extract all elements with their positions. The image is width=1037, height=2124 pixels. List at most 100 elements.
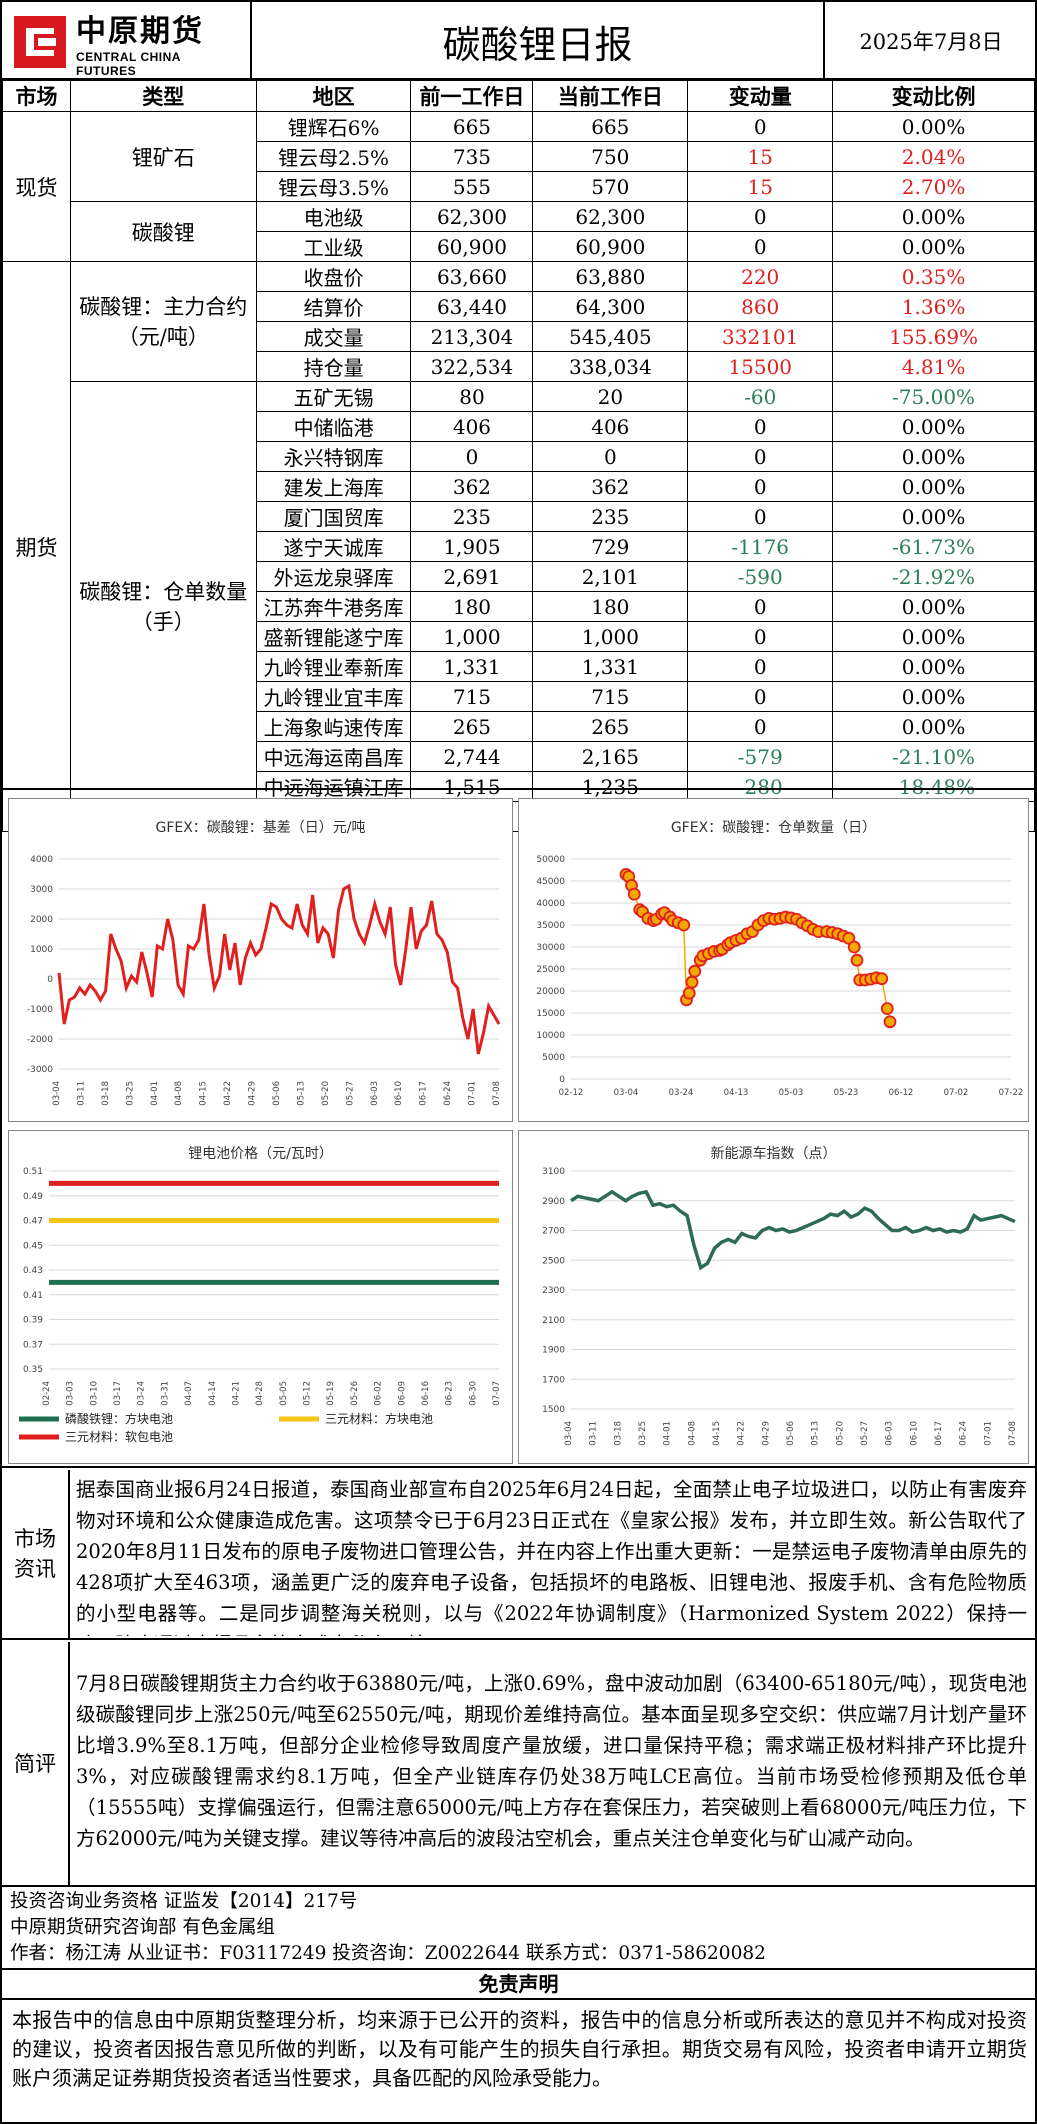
row-name: 成交量: [255, 321, 412, 352]
y-tick-label: 20000: [536, 987, 565, 997]
y-tick-label: 0.37: [23, 1340, 43, 1350]
change-pct: 4.81%: [832, 351, 1035, 382]
change-value: 0: [687, 471, 834, 502]
y-tick-label: 10000: [536, 1031, 565, 1041]
change-value: -590: [687, 561, 834, 592]
table-row: 九岭锂业宜丰库 715 715 0 0.00%: [3, 681, 1035, 712]
y-tick-label: 35000: [536, 921, 565, 931]
x-tick-label: 05-20: [321, 1081, 331, 1106]
x-tick-label: 06-24: [443, 1081, 453, 1106]
curr-value: 406: [532, 411, 689, 442]
row-name: 上海象屿速传库: [255, 711, 412, 742]
ore-type-label: 锂矿石: [69, 111, 257, 202]
x-tick-label: 07-22: [999, 1088, 1024, 1098]
y-tick-label: 30000: [536, 943, 565, 953]
prev-value: 555: [410, 171, 534, 202]
column-header: 变动量: [687, 80, 834, 112]
row-name: 收盘价: [255, 261, 412, 292]
curr-value: 265: [532, 711, 689, 742]
warrant-point: [688, 964, 702, 978]
x-tick-label: 06-16: [421, 1381, 431, 1406]
y-tick-label: 25000: [536, 965, 565, 975]
nev-index-chart-svg: 1500 1700 1900 2100 2300 2500 2700 2900 3100 03-0…: [542, 1167, 1018, 1446]
prev-value: 63,660: [410, 261, 534, 292]
y-tick-label: 0.41: [23, 1291, 43, 1301]
x-tick-label: 07-07: [492, 1381, 502, 1406]
y-tick-label: 2700: [542, 1227, 565, 1237]
change-pct: 0.00%: [832, 591, 1035, 622]
price-table: 市场 类型 地区 前一工作日 当前工作日 变动量 变动比例 现货 锂矿石 锂辉石6% 665 665 0…: [2, 80, 1035, 832]
y-tick-label: 2100: [542, 1316, 565, 1326]
change-pct: -21.10%: [832, 741, 1035, 772]
row-name: 厦门国贸库: [255, 501, 412, 532]
review-section: 简评 7月8日碳酸锂期货主力合约收于63880元/吨，上涨0.69%，盘中波动加…: [2, 1642, 1035, 1887]
logo-english-text: CENTRAL CHINA FUTURES: [76, 50, 181, 78]
basis-series-line: [57, 883, 501, 1055]
x-tick-label: 03-18: [613, 1421, 623, 1446]
charts-section: GFEX：碳酸锂：基差（日）元/吨 -3000 -2000 -1000 0 1000 20…: [2, 788, 1035, 1468]
row-name: 锂云母3.5%: [255, 171, 412, 202]
change-value: 15500: [687, 351, 834, 382]
change-pct: -21.92%: [832, 561, 1035, 592]
x-tick-label: 04-13: [724, 1088, 749, 1098]
table-row: 盛新锂能遂宁库 1,000 1,000 0 0.00%: [3, 621, 1035, 652]
x-tick-label: 05-06: [272, 1081, 282, 1106]
x-tick-label: 04-22: [223, 1081, 233, 1106]
y-tick-label: 2300: [542, 1286, 565, 1296]
x-tick-label: 05-06: [786, 1421, 796, 1446]
x-tick-label: 04-29: [248, 1081, 258, 1106]
x-tick-label: 05-13: [296, 1081, 306, 1106]
change-value: 0: [687, 411, 834, 442]
table-row: 锂云母2.5% 735 750 15 2.04%: [3, 141, 1035, 172]
x-tick-label: 05-27: [345, 1081, 355, 1106]
x-tick-label: 03-25: [125, 1081, 135, 1106]
x-tick-label: 03-10: [89, 1381, 99, 1406]
y-tick-label: 50000: [536, 855, 565, 865]
curr-value: 665: [532, 111, 689, 142]
x-tick-label: 06-17: [419, 1081, 429, 1106]
x-tick-label: 07-08: [492, 1081, 502, 1106]
table-row: 上海象屿速传库 265 265 0 0.00%: [3, 711, 1035, 742]
table-row: 建发上海库 362 362 0 0.00%: [3, 471, 1035, 502]
change-value: 0: [687, 621, 834, 652]
change-pct: 1.36%: [832, 291, 1035, 322]
table-row: 期货 碳酸锂：主力合约（元/吨） 收盘价 63,660 63,880 220 0.35%: [2, 261, 1035, 832]
basis-chart: GFEX：碳酸锂：基差（日）元/吨 -3000 -2000 -1000 0 1000 20…: [8, 798, 513, 1122]
prev-value: 406: [410, 411, 534, 442]
warrant-type-label: 碳酸锂：仓单数量（手）: [69, 381, 257, 832]
x-tick-label: 03-03: [66, 1381, 76, 1406]
row-name: 工业级: [255, 231, 412, 262]
prev-value: 60,900: [410, 231, 534, 262]
change-pct: 0.00%: [832, 471, 1035, 502]
table-row: 遂宁天诚库 1,905 729 -1176 -61.73%: [3, 531, 1035, 562]
column-header: 市场: [2, 80, 71, 112]
author-line: 作者：杨江涛 从业证书：F03117249 投资咨询：Z0022644 联系方式…: [10, 1943, 766, 1964]
y-tick-label: 40000: [536, 899, 565, 909]
x-tick-label: 07-01: [983, 1421, 993, 1446]
x-tick-label: 02-24: [42, 1381, 52, 1406]
warrant-chart-title: GFEX：碳酸锂：仓单数量（日）: [670, 820, 877, 836]
x-tick-label: 04-08: [174, 1081, 184, 1106]
market-info-label: 市场资讯: [2, 1470, 70, 1638]
x-tick-label: 04-01: [150, 1081, 160, 1106]
change-pct: 0.00%: [832, 441, 1035, 472]
legend-label: 磷酸铁锂：方块电池: [65, 1411, 173, 1426]
legend-label: 三元材料：软包电池: [65, 1430, 173, 1444]
x-tick-label: 05-13: [811, 1421, 821, 1446]
prev-value: 265: [410, 711, 534, 742]
y-tick-label: 4000: [30, 855, 53, 865]
qualification-line: 投资咨询业务资格 证监发【2014】217号: [10, 1891, 358, 1912]
table-row: 工业级 60,900 60,900 0 0.00%: [3, 231, 1035, 262]
change-value: 860: [687, 291, 834, 322]
column-header: 类型: [69, 80, 257, 112]
report-header: 中原期货 CENTRAL CHINA FUTURES 碳酸锂日报 2025年7月…: [2, 2, 1035, 80]
row-name: 五矿无锡: [255, 381, 412, 412]
x-tick-label: 03-11: [589, 1421, 599, 1446]
prev-value: 2,744: [410, 741, 534, 772]
x-tick-label: 04-21: [231, 1381, 241, 1406]
y-tick-label: 0: [559, 1075, 565, 1085]
warrant-point: [850, 953, 864, 967]
report-title: 碳酸锂日报: [250, 2, 825, 80]
nev-index-chart: 新能源车指数（点） 1500 1700 1900 2100 2300 2500 2700 29…: [518, 1130, 1029, 1464]
